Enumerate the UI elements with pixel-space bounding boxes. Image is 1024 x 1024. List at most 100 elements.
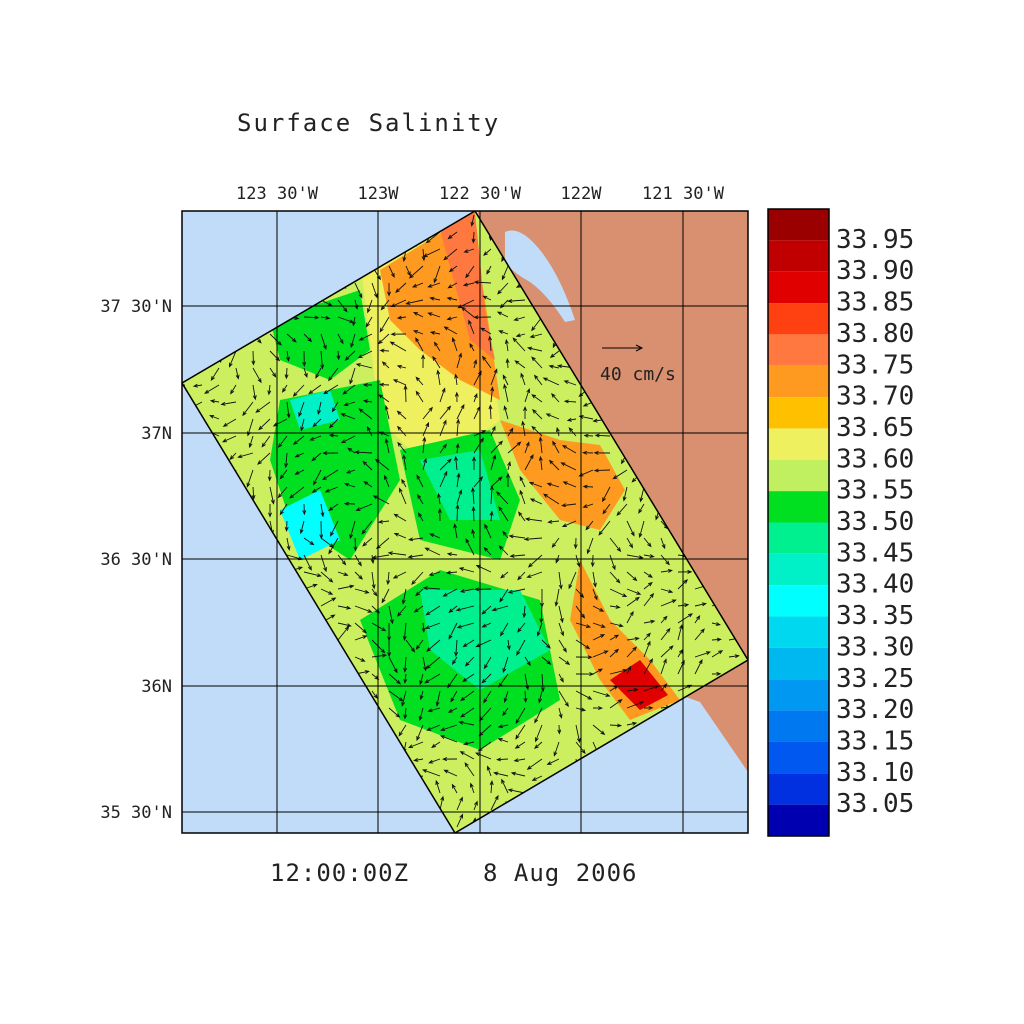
colorbar-label: 33.75 <box>836 350 914 380</box>
velocity-arrow <box>502 656 509 674</box>
velocity-arrow <box>490 386 495 403</box>
velocity-arrow <box>454 373 459 386</box>
velocity-arrow <box>269 367 277 378</box>
velocity-arrow <box>252 367 262 384</box>
velocity-arrow <box>299 520 305 535</box>
velocity-arrow <box>501 265 509 281</box>
velocity-arrow <box>320 554 327 573</box>
velocity-arrow <box>456 622 475 629</box>
velocity-arrow <box>489 780 494 794</box>
velocity-arrow <box>422 457 427 471</box>
velocity-arrow <box>407 554 424 559</box>
velocity-arrow <box>209 414 220 420</box>
velocity-arrow <box>470 214 475 227</box>
velocity-arrow <box>506 639 511 651</box>
velocity-arrow <box>471 528 476 539</box>
velocity-arrow <box>447 231 458 240</box>
velocity-arrow <box>563 380 577 386</box>
velocity-arrow <box>435 690 441 707</box>
velocity-arrow <box>456 813 464 828</box>
velocity-arrow <box>491 605 509 612</box>
velocity-arrow <box>286 350 290 362</box>
velocity-arrow <box>475 752 492 760</box>
velocity-arrow <box>320 537 335 548</box>
velocity-arrow <box>473 359 478 369</box>
velocity-arrow <box>303 315 320 320</box>
velocity-arrow <box>538 690 543 704</box>
velocity-arrow <box>496 757 509 762</box>
velocity-arrow <box>626 721 638 726</box>
velocity-arrow <box>694 628 705 641</box>
velocity-arrow <box>475 564 492 573</box>
velocity-arrow <box>498 673 509 688</box>
velocity-arrow <box>415 376 424 386</box>
velocity-arrow <box>582 484 594 489</box>
velocity-arrow <box>422 769 441 777</box>
velocity-arrow <box>660 658 667 675</box>
velocity-arrow <box>509 553 526 558</box>
velocity-arrow <box>428 571 441 576</box>
velocity-arrow <box>622 486 628 502</box>
velocity-arrow <box>408 537 424 542</box>
velocity-arrow <box>419 673 424 686</box>
velocity-arrow <box>448 605 458 613</box>
velocity-arrow <box>425 656 441 670</box>
velocity-arrow <box>393 513 407 522</box>
velocity-arrow <box>462 639 475 648</box>
velocity-arrow <box>558 656 571 665</box>
velocity-arrow <box>523 405 528 420</box>
velocity-arrow <box>355 363 373 369</box>
velocity-arrow <box>578 415 594 420</box>
velocity-arrow <box>489 485 494 505</box>
colorbar-label: 33.05 <box>836 789 914 819</box>
velocity-arrow <box>503 690 509 703</box>
velocity-arrow <box>437 492 441 505</box>
velocity-arrow <box>303 333 313 343</box>
colorbar-swatch <box>768 459 829 492</box>
velocity-arrow <box>592 588 598 601</box>
velocity-arrow <box>711 637 722 642</box>
velocity-arrow <box>592 622 606 628</box>
velocity-arrow <box>340 435 356 444</box>
velocity-arrow <box>269 333 282 346</box>
velocity-arrow <box>379 348 390 353</box>
lon-label: 122 30'W <box>439 184 522 204</box>
velocity-arrow <box>421 354 426 369</box>
velocity-arrow <box>422 656 427 672</box>
colorbar-swatch <box>768 209 829 241</box>
velocity-arrow <box>575 554 581 568</box>
velocity-arrow <box>328 367 339 382</box>
velocity-arrow <box>490 454 497 471</box>
time-label: 12:00:00Z <box>270 859 409 887</box>
velocity-arrow <box>473 800 478 811</box>
velocity-arrow <box>392 571 407 579</box>
velocity-arrow <box>643 571 653 578</box>
velocity-arrow <box>292 384 305 397</box>
velocity-arrow <box>626 588 642 595</box>
velocity-arrow <box>517 571 526 581</box>
velocity-arrow <box>507 427 514 437</box>
velocity-arrow <box>507 441 522 454</box>
velocity-arrow <box>643 632 651 641</box>
velocity-arrow <box>317 401 322 415</box>
velocity-arrow <box>515 333 526 338</box>
velocity-arrow <box>415 337 424 352</box>
velocity-arrow <box>524 517 543 522</box>
velocity-arrow <box>463 248 475 253</box>
velocity-arrow <box>257 452 271 465</box>
velocity-arrow <box>643 705 654 710</box>
velocity-arrow <box>279 503 288 516</box>
velocity-arrow <box>527 346 543 352</box>
colorbar-label: 33.20 <box>836 695 914 725</box>
velocity-arrow <box>455 605 475 612</box>
velocity-arrow <box>520 372 526 386</box>
velocity-arrow <box>397 441 407 454</box>
velocity-arrow <box>638 520 645 539</box>
velocity-arrow <box>284 367 289 380</box>
velocity-arrow <box>456 352 463 369</box>
velocity-arrow <box>371 588 378 597</box>
velocity-arrow <box>473 315 492 320</box>
velocity-arrow <box>448 622 458 640</box>
velocity-arrow <box>354 622 368 634</box>
velocity-arrow <box>582 450 594 455</box>
